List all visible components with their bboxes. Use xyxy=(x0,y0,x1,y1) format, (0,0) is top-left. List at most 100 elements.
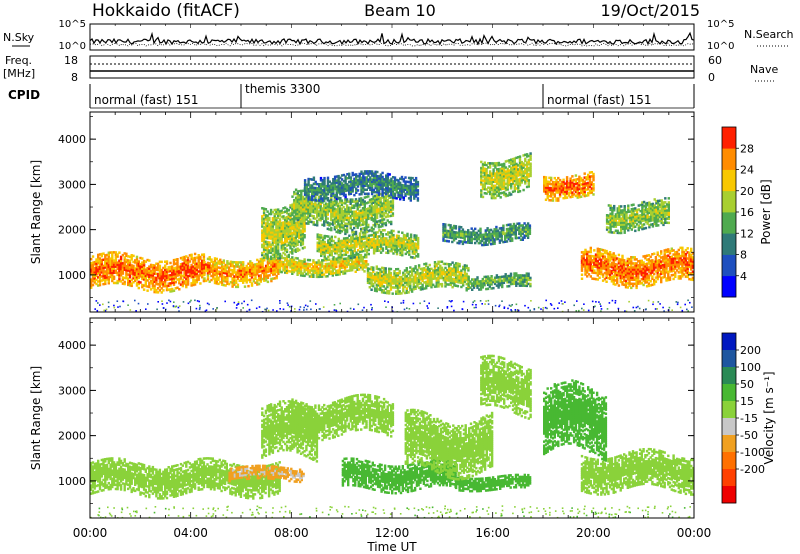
echo-cell xyxy=(409,270,412,273)
echo-cell xyxy=(400,277,403,281)
echo-cell xyxy=(335,193,338,197)
echo-cell xyxy=(404,242,407,245)
echo-cell xyxy=(324,212,328,216)
echo-cell xyxy=(421,287,424,291)
echo-cell xyxy=(511,172,515,175)
echo-cell xyxy=(374,213,377,216)
echo-cell xyxy=(336,261,340,264)
echo-cell xyxy=(518,190,522,193)
echo-cell xyxy=(379,209,382,212)
echo-cell xyxy=(271,221,275,224)
echo-cell xyxy=(414,193,418,196)
echo-cell xyxy=(372,178,375,181)
echo-cell xyxy=(384,277,387,280)
echo-cell xyxy=(303,179,307,182)
echo-cell xyxy=(490,279,493,282)
echo-cell xyxy=(249,274,252,277)
echo-cell xyxy=(481,280,484,283)
echo-cell xyxy=(515,280,518,283)
echo-cell xyxy=(479,288,483,291)
echo-cell xyxy=(132,266,135,270)
echo-cell xyxy=(314,190,317,194)
echo-cell xyxy=(334,241,337,245)
echo-cell xyxy=(357,238,360,242)
echo-cell xyxy=(396,282,400,285)
echo-cell xyxy=(423,287,426,290)
echo-cell xyxy=(384,201,388,204)
echo-cell xyxy=(364,233,367,236)
echo-cell xyxy=(291,260,294,263)
echo-cell xyxy=(123,260,126,263)
echo-cell xyxy=(370,198,373,201)
echo-cell xyxy=(361,217,365,220)
echo-cell xyxy=(353,255,356,259)
echo-cell xyxy=(308,271,312,274)
echo-cell xyxy=(380,276,384,280)
echo-cell xyxy=(327,241,330,244)
echo-cell xyxy=(397,243,400,246)
echo-cell xyxy=(97,255,100,259)
echo-cell xyxy=(372,207,375,211)
echo-cell xyxy=(401,231,404,234)
echo-cell xyxy=(323,191,326,194)
echo-cell xyxy=(298,206,301,209)
echo-cell xyxy=(363,210,366,214)
echo-cell xyxy=(127,283,130,287)
echo-cell xyxy=(402,196,405,199)
echo-cell xyxy=(321,246,325,250)
echo-cell xyxy=(269,233,273,236)
echo-cell xyxy=(250,274,254,277)
echo-cell xyxy=(310,204,314,207)
echo-cell xyxy=(220,263,224,266)
echo-cell xyxy=(379,179,383,182)
echo-cell xyxy=(439,270,442,274)
echo-cell xyxy=(300,191,303,195)
echo-cell xyxy=(360,197,363,200)
echo-cell xyxy=(374,219,377,222)
echo-cell xyxy=(353,206,356,209)
echo-cell xyxy=(383,237,386,240)
echo-cell xyxy=(349,186,353,189)
echo-cell xyxy=(298,263,301,267)
echo-cell xyxy=(400,284,403,287)
echo-cell xyxy=(402,248,406,251)
echo-cell xyxy=(326,223,329,226)
echo-cell xyxy=(289,244,292,248)
echo-cell xyxy=(329,266,333,269)
echo-cell xyxy=(487,162,490,165)
echo-cell xyxy=(340,184,344,187)
echo-cell xyxy=(264,230,268,233)
echo-cell xyxy=(330,245,333,249)
echo-cell xyxy=(465,266,468,270)
echo-cell xyxy=(394,250,397,253)
echo-cell xyxy=(358,193,361,196)
echo-cell xyxy=(412,275,415,279)
echo-cell xyxy=(400,177,404,181)
echo-cell xyxy=(338,229,342,233)
echo-cell xyxy=(346,245,349,248)
echo-cell xyxy=(332,256,335,259)
echo-cell xyxy=(410,270,414,273)
echo-cell xyxy=(387,245,390,248)
echo-cell xyxy=(156,276,160,280)
echo-cell xyxy=(354,266,357,269)
echo-cell xyxy=(327,239,330,242)
echo-cell xyxy=(328,251,332,255)
echo-cell xyxy=(306,271,310,274)
echo-cell xyxy=(155,280,158,284)
echo-cell xyxy=(328,266,331,270)
echo-cell xyxy=(285,211,289,215)
echo-cell xyxy=(335,214,338,217)
echo-cell xyxy=(285,209,289,213)
echo-cell xyxy=(487,190,490,193)
echo-cell xyxy=(483,163,486,166)
echo-cell xyxy=(394,246,397,249)
echo-cell xyxy=(389,267,393,271)
echo-cell xyxy=(345,222,349,226)
echo-cell xyxy=(447,240,450,243)
echo-cell xyxy=(100,271,103,274)
echo-cell xyxy=(323,183,326,186)
echo-cell xyxy=(399,237,402,240)
echo-cell xyxy=(331,223,335,226)
echo-cell xyxy=(284,247,287,250)
